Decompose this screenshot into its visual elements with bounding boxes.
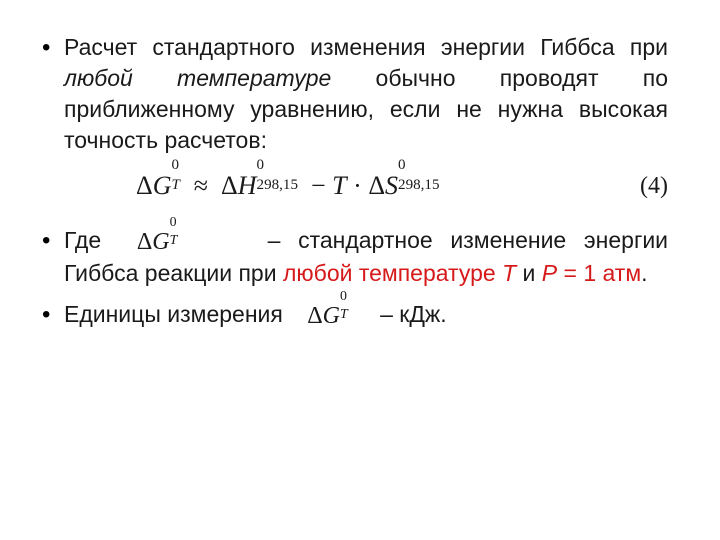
sym-delta: Δ bbox=[307, 303, 322, 329]
sym-delta: Δ bbox=[137, 229, 152, 255]
sup: 0 bbox=[398, 155, 406, 175]
paragraph-2: Где ΔG0TT – стандартное изменение энерги… bbox=[64, 225, 668, 289]
sup: 0 bbox=[340, 288, 347, 307]
inline-formula-dGT: ΔG0TT bbox=[295, 300, 348, 332]
text: – кДж. bbox=[380, 301, 447, 327]
sym-delta: Δ bbox=[368, 171, 385, 200]
sub: 298,15 bbox=[398, 175, 439, 195]
sub: T bbox=[170, 232, 178, 251]
bullet-list: Расчет стандартного изменения энергии Ги… bbox=[40, 32, 668, 333]
sym-S: S bbox=[385, 171, 398, 200]
highlight-text: любой температуре bbox=[283, 260, 502, 286]
sym-delta: Δ bbox=[221, 171, 238, 200]
sym-G: G bbox=[152, 229, 169, 255]
sym-G: G bbox=[323, 303, 340, 329]
paragraph-1: Расчет стандартного изменения энергии Ги… bbox=[64, 32, 668, 156]
supsub: 0298,15298,15 bbox=[398, 168, 439, 203]
text: Единицы измерения bbox=[64, 301, 283, 327]
sym-G: G bbox=[153, 171, 172, 200]
text-italic: любой температуре bbox=[64, 65, 331, 91]
slide-content: Расчет стандартного изменения энергии Ги… bbox=[0, 0, 720, 540]
sub: 298,15 bbox=[257, 175, 298, 195]
supsub: 0TT bbox=[172, 168, 181, 203]
sub: T bbox=[172, 175, 180, 195]
sym-T: T bbox=[332, 171, 346, 200]
sym-approx: ≈ bbox=[194, 171, 208, 200]
equation-row: ΔG0TT ≈ ΔH0298,15298,15 − T · ΔS0298,152… bbox=[64, 168, 668, 203]
list-item: Расчет стандартного изменения энергии Ги… bbox=[40, 32, 668, 203]
sym-H: H bbox=[238, 171, 257, 200]
text: и bbox=[516, 260, 542, 286]
sym-minus: − bbox=[311, 171, 326, 200]
sym-dot: · bbox=[353, 171, 362, 200]
equation-number: (4) bbox=[640, 170, 668, 202]
supsub: 0TT bbox=[170, 226, 179, 258]
sub: T bbox=[340, 306, 348, 325]
sym-delta: Δ bbox=[136, 171, 153, 200]
text: Расчет стандартного изменения энергии Ги… bbox=[64, 34, 668, 60]
equation-4: ΔG0TT ≈ ΔH0298,15298,15 − T · ΔS0298,152… bbox=[88, 168, 440, 203]
supsub: 0298,15298,15 bbox=[257, 168, 298, 203]
text: Где bbox=[64, 227, 101, 253]
highlight-P: Р bbox=[542, 260, 557, 286]
list-item: Где ΔG0TT – стандартное изменение энерги… bbox=[40, 225, 668, 289]
inline-formula-dGT: ΔG0TT bbox=[125, 226, 178, 258]
sup: 0 bbox=[257, 155, 265, 175]
highlight-T: Т bbox=[502, 260, 516, 286]
highlight-eq: = 1 атм bbox=[557, 260, 641, 286]
sup: 0 bbox=[170, 214, 177, 233]
text: . bbox=[641, 260, 647, 286]
paragraph-3: Единицы измерения ΔG0TT – кДж. bbox=[64, 301, 447, 327]
supsub: 0TT bbox=[340, 300, 349, 332]
list-item: Единицы измерения ΔG0TT – кДж. bbox=[40, 299, 668, 332]
sup: 0 bbox=[172, 155, 180, 175]
